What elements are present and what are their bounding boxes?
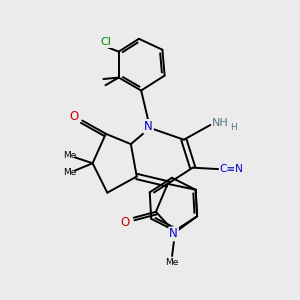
Text: N: N xyxy=(144,120,153,133)
Text: Me: Me xyxy=(165,258,179,267)
Text: NH: NH xyxy=(212,118,229,128)
Text: C≡N: C≡N xyxy=(220,164,244,173)
Text: Me: Me xyxy=(63,168,76,177)
Text: H: H xyxy=(230,123,237,132)
Text: N: N xyxy=(169,227,178,240)
Text: O: O xyxy=(120,216,130,229)
Text: Me: Me xyxy=(63,152,76,160)
Text: Cl: Cl xyxy=(101,37,112,47)
Text: O: O xyxy=(69,110,79,123)
